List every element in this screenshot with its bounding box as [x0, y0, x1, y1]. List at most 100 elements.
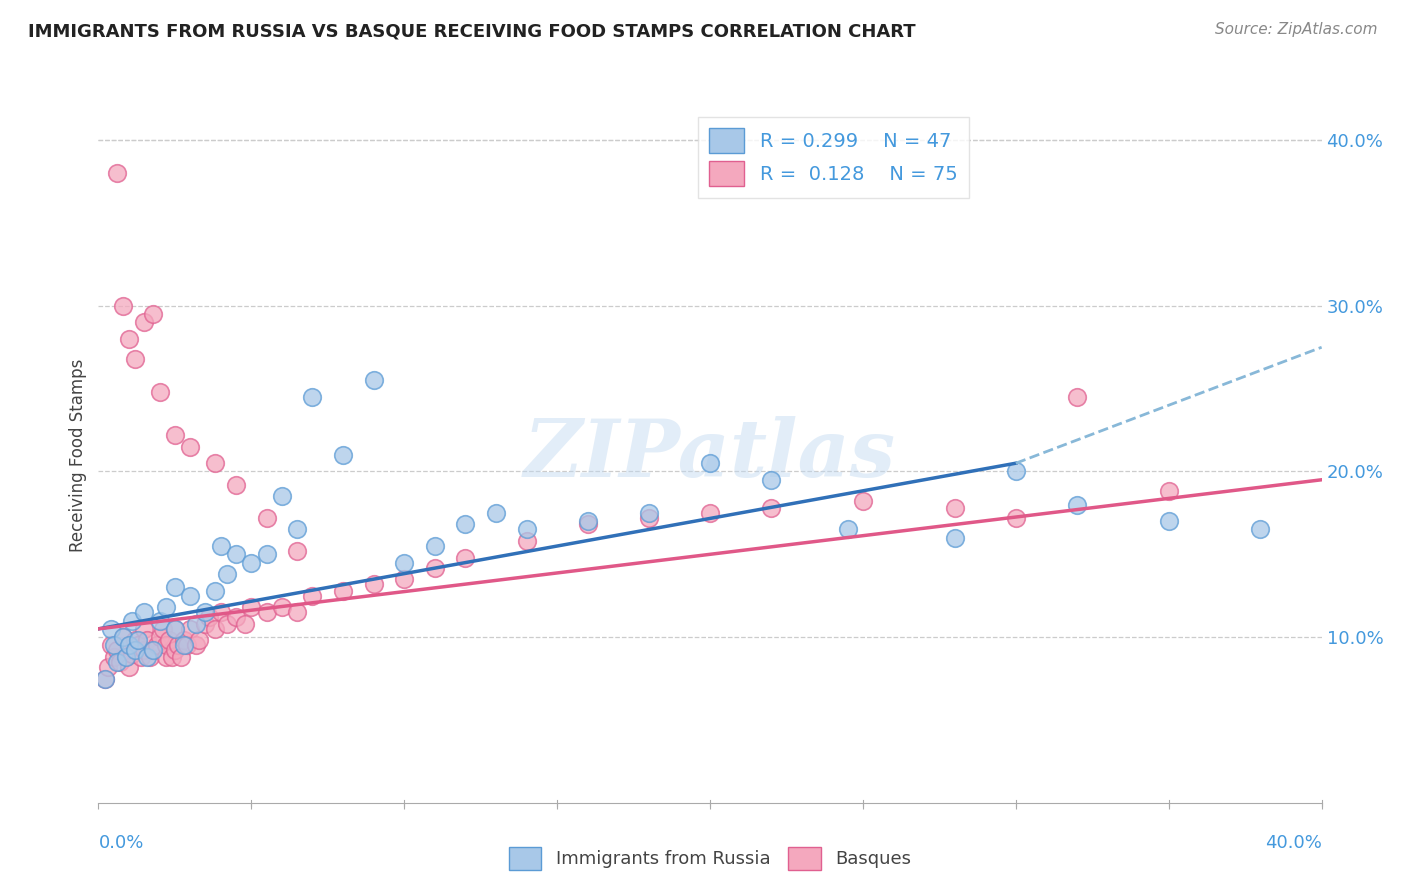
Point [194, 605, 217, 619]
Point [332, 583, 354, 598]
Point [118, 332, 141, 346]
Point [127, 639, 149, 653]
Point [576, 514, 599, 528]
Point [142, 643, 165, 657]
Point [759, 473, 782, 487]
Text: Source: ZipAtlas.com: Source: ZipAtlas.com [1215, 22, 1378, 37]
Point [285, 523, 308, 537]
Point [100, 622, 122, 636]
Point [103, 650, 125, 665]
Point [118, 660, 141, 674]
Point [124, 643, 146, 657]
Point [97, 660, 120, 674]
Point [209, 539, 232, 553]
Point [155, 600, 177, 615]
Point [93, 672, 115, 686]
Point [256, 511, 278, 525]
Point [136, 633, 159, 648]
Point [852, 494, 875, 508]
Point [576, 517, 599, 532]
Point [759, 500, 782, 515]
Point [225, 610, 247, 624]
Point [215, 567, 238, 582]
Point [233, 616, 256, 631]
Point [103, 639, 125, 653]
Point [516, 534, 538, 549]
Point [179, 622, 201, 636]
Point [167, 639, 190, 653]
Point [943, 500, 966, 515]
Point [170, 650, 193, 665]
Point [118, 639, 141, 653]
Text: 0.0%: 0.0% [98, 834, 143, 852]
Point [699, 456, 721, 470]
Point [179, 440, 201, 454]
Point [423, 560, 446, 574]
Point [1157, 514, 1180, 528]
Point [285, 605, 308, 619]
Point [454, 550, 477, 565]
Point [204, 622, 226, 636]
Point [152, 622, 174, 636]
Point [270, 600, 292, 615]
Point [149, 384, 172, 399]
Point [204, 583, 226, 598]
Point [127, 633, 149, 648]
Point [204, 456, 226, 470]
Point [115, 650, 138, 665]
Point [136, 650, 159, 665]
Text: 40.0%: 40.0% [1265, 834, 1322, 852]
Point [332, 448, 354, 462]
Point [1004, 511, 1026, 525]
Point [163, 428, 186, 442]
Point [240, 556, 263, 570]
Point [163, 622, 186, 636]
Point [134, 643, 156, 657]
Legend: Immigrants from Russia, Basques: Immigrants from Russia, Basques [502, 839, 918, 877]
Point [943, 531, 966, 545]
Point [637, 506, 661, 520]
Point [194, 616, 217, 631]
Point [1249, 523, 1271, 537]
Point [392, 572, 416, 586]
Point [186, 639, 208, 653]
Point [115, 650, 138, 665]
Point [160, 650, 183, 665]
Point [124, 633, 146, 648]
Point [240, 600, 263, 615]
Point [197, 610, 219, 624]
Point [163, 622, 186, 636]
Point [111, 630, 134, 644]
Point [124, 351, 146, 366]
Point [93, 672, 115, 686]
Point [423, 539, 446, 553]
Point [173, 633, 195, 648]
Point [100, 639, 122, 653]
Point [363, 373, 385, 387]
Point [121, 647, 143, 661]
Text: ZIPatlas: ZIPatlas [524, 417, 896, 493]
Point [225, 477, 247, 491]
Point [149, 614, 172, 628]
Point [363, 577, 385, 591]
Point [301, 390, 323, 404]
Point [301, 589, 323, 603]
Point [256, 605, 278, 619]
Point [155, 650, 177, 665]
Point [105, 643, 128, 657]
Point [108, 655, 131, 669]
Point [105, 166, 128, 180]
Point [1066, 498, 1088, 512]
Point [163, 643, 186, 657]
Point [837, 523, 859, 537]
Point [142, 643, 165, 657]
Point [176, 639, 198, 653]
Point [209, 605, 232, 619]
Point [179, 589, 201, 603]
Point [225, 547, 247, 561]
Point [392, 556, 416, 570]
Point [1004, 465, 1026, 479]
Point [155, 639, 177, 653]
Point [270, 489, 292, 503]
Point [1066, 390, 1088, 404]
